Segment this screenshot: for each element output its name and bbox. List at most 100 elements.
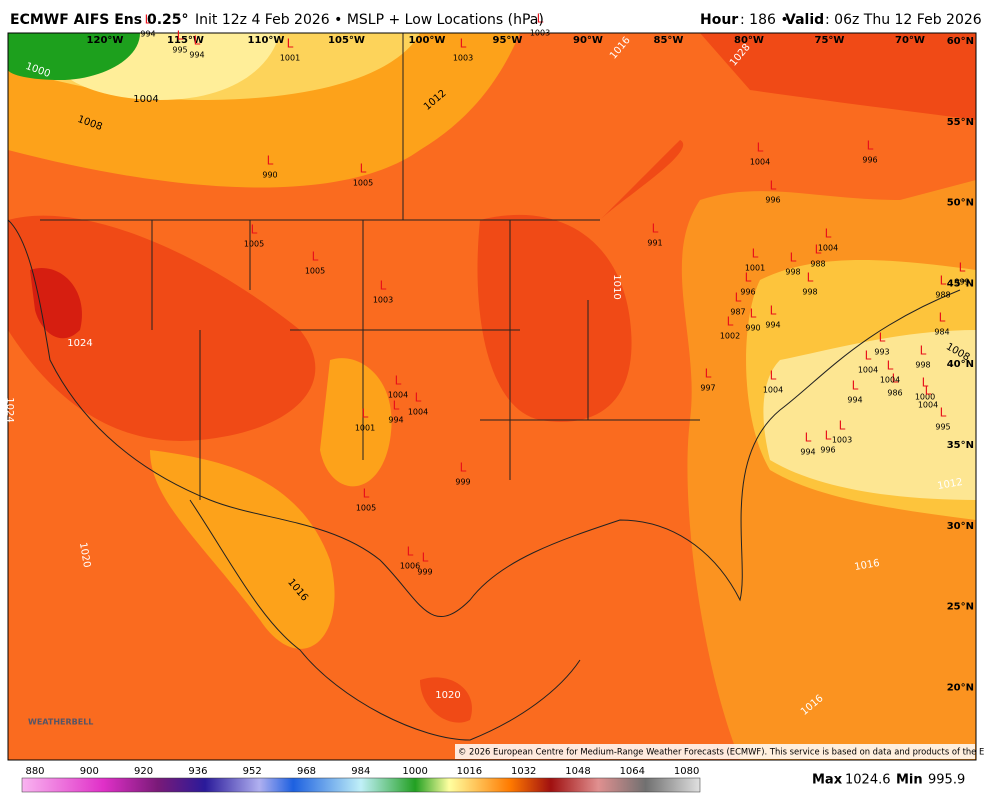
low-symbol: L <box>415 391 422 405</box>
colorbar-tick-label: 1080 <box>674 766 699 777</box>
low-pressure: 990 <box>745 324 760 333</box>
low-symbol: L <box>395 374 402 388</box>
low-symbol: L <box>362 407 369 421</box>
low-symbol: L <box>363 487 370 501</box>
low-pressure: 986 <box>887 389 902 398</box>
low-pressure: 1003 <box>530 29 550 38</box>
low-symbol: L <box>460 461 467 475</box>
low-pressure: 994 <box>388 416 403 425</box>
copyright-box <box>455 744 975 759</box>
latitude-label: 25°N <box>947 602 974 613</box>
latitude-label: 30°N <box>947 521 974 532</box>
longitude-label: 80°W <box>734 35 764 46</box>
map-frame <box>7 32 977 761</box>
max-value: 1024.6 <box>845 773 891 788</box>
low-symbol: L <box>407 545 414 559</box>
low-pressure: 1004 <box>750 158 770 167</box>
low-pressure: 1004 <box>818 244 838 253</box>
low-pressure: 993 <box>874 348 889 357</box>
max-label: Max <box>812 773 843 788</box>
latitude-label: 20°N <box>947 682 974 693</box>
low-pressure: 1001 <box>355 424 375 433</box>
low-pressure: 991 <box>647 239 662 248</box>
low-symbol: L <box>251 223 258 237</box>
isobar-label: 1024 <box>4 397 15 422</box>
low-symbol: L <box>652 222 659 236</box>
low-pressure: 994 <box>765 321 780 330</box>
low-pressure: 1004 <box>763 386 783 395</box>
low-pressure: 994 <box>800 448 815 457</box>
colorbar-tick-label: 1048 <box>565 766 590 777</box>
low-symbol: L <box>879 331 886 345</box>
low-symbol: L <box>922 376 929 390</box>
longitude-label: 115°W <box>167 35 204 46</box>
low-symbol: L <box>750 307 757 321</box>
low-symbol: L <box>460 37 467 51</box>
latitude-label: 60°N <box>947 36 974 47</box>
low-pressure: 997 <box>700 384 715 393</box>
low-symbol: L <box>380 279 387 293</box>
min-label: Min <box>896 773 923 788</box>
longitude-label: 70°W <box>895 35 925 46</box>
low-pressure: 996 <box>765 196 780 205</box>
low-pressure: 1004 <box>880 376 900 385</box>
low-pressure: 1005 <box>353 179 373 188</box>
low-symbol: L <box>312 250 319 264</box>
low-symbol: L <box>752 247 759 261</box>
longitude-label: 75°W <box>815 35 845 46</box>
colorbar <box>21 777 701 793</box>
min-value: 995.9 <box>928 773 965 788</box>
colorbar-tick-label: 900 <box>80 766 99 777</box>
low-symbol: L <box>757 141 764 155</box>
hour-value: : 186 • <box>740 12 789 28</box>
low-symbol: L <box>537 12 544 26</box>
low-symbol: L <box>959 261 966 275</box>
low-symbol: L <box>770 304 777 318</box>
low-pressure: 1003 <box>453 54 473 63</box>
longitude-label: 85°W <box>654 35 684 46</box>
low-symbol: L <box>925 384 932 398</box>
hour-label: Hour <box>700 12 738 28</box>
colorbar-tick-label: 880 <box>25 766 44 777</box>
low-pressure: 988 <box>935 291 950 300</box>
low-pressure: 999 <box>417 568 432 577</box>
low-pressure: 1004 <box>918 401 938 410</box>
low-pressure: 998 <box>802 288 817 297</box>
low-symbol: L <box>940 274 947 288</box>
low-pressure: 995 <box>172 46 187 55</box>
low-symbol: L <box>727 315 734 329</box>
low-pressure: 1000 <box>915 393 935 402</box>
colorbar-tick-label: 1032 <box>511 766 536 777</box>
low-pressure: 994 <box>189 51 204 60</box>
low-pressure: 999 <box>954 278 969 287</box>
map-field <box>8 33 976 760</box>
latitude-label: 35°N <box>947 440 974 451</box>
low-symbol: L <box>422 551 429 565</box>
low-symbol: L <box>267 154 274 168</box>
longitude-label: 100°W <box>409 35 446 46</box>
colorbar-tick-label: 1016 <box>457 766 482 777</box>
low-pressure: 1005 <box>244 240 264 249</box>
longitude-label: 105°W <box>328 35 365 46</box>
low-pressure: 987 <box>730 308 745 317</box>
low-symbol: L <box>745 271 752 285</box>
low-symbol: L <box>815 243 822 257</box>
low-symbol: L <box>852 379 859 393</box>
low-pressure: 1003 <box>832 436 852 445</box>
low-pressure: 996 <box>740 288 755 297</box>
low-pressure: 1001 <box>280 54 300 63</box>
low-symbol: L <box>940 406 947 420</box>
low-pressure: 994 <box>847 396 862 405</box>
low-symbol: L <box>920 344 927 358</box>
low-pressure: 988 <box>810 260 825 269</box>
low-symbol: L <box>825 227 832 241</box>
colorbar-tick-label: 952 <box>243 766 262 777</box>
low-symbol: L <box>892 372 899 386</box>
low-pressure: 1003 <box>373 296 393 305</box>
low-pressure: 999 <box>455 478 470 487</box>
latitude-label: 50°N <box>947 198 974 209</box>
isobar-label: 1010 <box>611 274 622 299</box>
low-symbol: L <box>735 291 742 305</box>
low-pressure: 1006 <box>400 562 420 571</box>
